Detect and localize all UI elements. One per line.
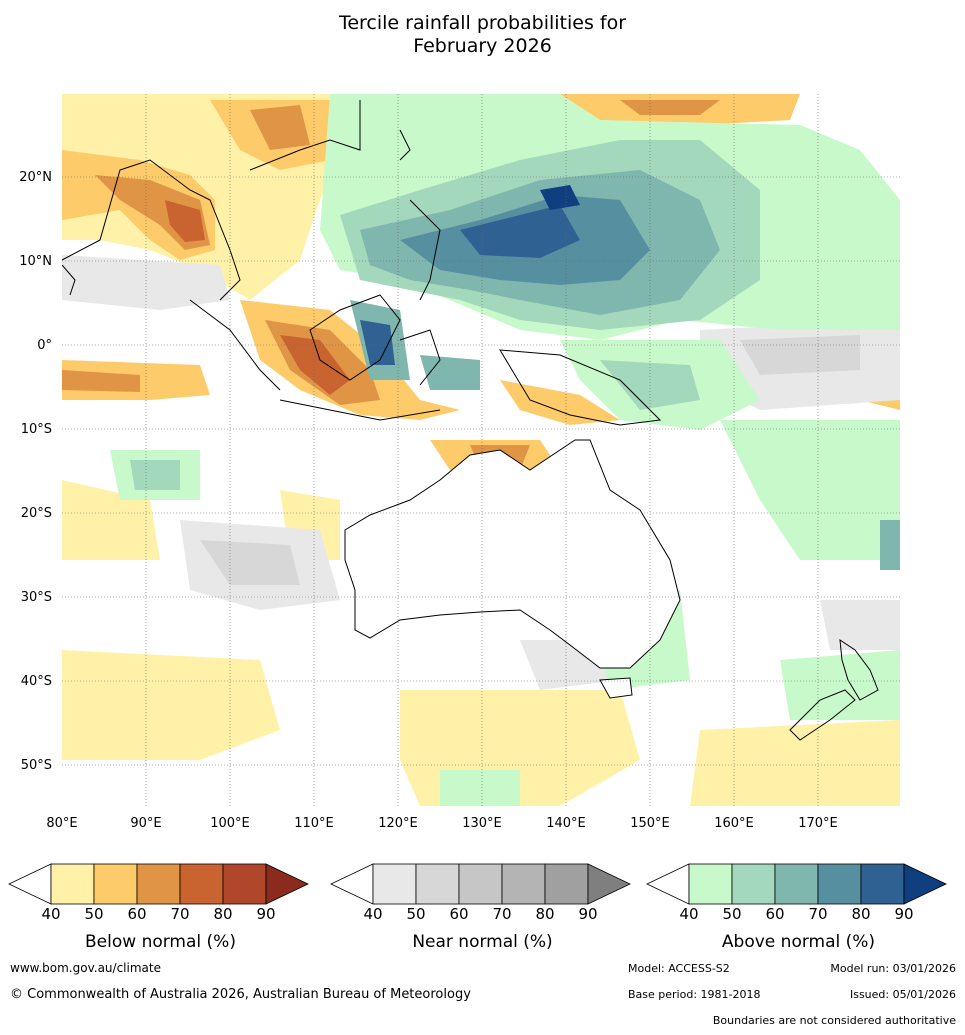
tercile-map: 20°N 10°N 0° 10°S 20°S 30°S 40°S 50°S 80… bbox=[19, 94, 900, 831]
colorbar-bin bbox=[415, 863, 460, 905]
colorbar-tick-label: 40 bbox=[41, 905, 60, 922]
colorbar-tick-label: 40 bbox=[679, 905, 698, 922]
lat-label: 10°S bbox=[21, 422, 52, 437]
lon-label: 90°E bbox=[130, 816, 161, 831]
colorbar-tick-label: 60 bbox=[449, 905, 468, 922]
below-normal-label: Below normal (%) bbox=[85, 932, 236, 952]
colorbar-extend-high bbox=[903, 863, 947, 905]
issued-text: Issued: 05/01/2026 bbox=[849, 988, 956, 1001]
colorbar-tick-label: 70 bbox=[170, 905, 189, 922]
colorbar-tick-label: 70 bbox=[808, 905, 827, 922]
colorbar-tick-label: 60 bbox=[127, 905, 146, 922]
colorbar-tick-label: 80 bbox=[851, 905, 870, 922]
model-run-text: Model run: 03/01/2026 bbox=[830, 962, 956, 975]
lon-label: 150°E bbox=[630, 816, 670, 831]
lat-label: 0° bbox=[37, 338, 52, 353]
near-normal-label: Near normal (%) bbox=[412, 932, 553, 952]
colorbar-bin bbox=[458, 863, 503, 905]
lon-label: 160°E bbox=[714, 816, 754, 831]
lat-label: 50°S bbox=[21, 758, 52, 773]
colorbar-tick-label: 40 bbox=[363, 905, 382, 922]
colorbar-bin bbox=[93, 863, 138, 905]
colorbar-extend-low bbox=[330, 863, 374, 905]
lat-label: 20°N bbox=[19, 170, 52, 185]
lon-label: 140°E bbox=[546, 816, 586, 831]
model-text: Model: ACCESS-S2 bbox=[628, 962, 730, 975]
colorbar-bin bbox=[501, 863, 546, 905]
colorbar-bin bbox=[372, 863, 417, 905]
colorbar-bin bbox=[774, 863, 819, 905]
chart-title-line1: Tercile rainfall probabilities for bbox=[338, 12, 627, 34]
colorbar-bin bbox=[544, 863, 589, 905]
colorbar-bin bbox=[731, 863, 776, 905]
lon-label: 130°E bbox=[462, 816, 502, 831]
colorbar-bin bbox=[50, 863, 95, 905]
lon-label: 110°E bbox=[294, 816, 334, 831]
above-normal-label: Above normal (%) bbox=[721, 932, 876, 952]
colorbar-near-normal: 40 50 60 70 80 90 bbox=[330, 863, 631, 922]
colorbar-extend-low bbox=[8, 863, 52, 905]
lon-label: 100°E bbox=[210, 816, 250, 831]
colorbar-extend-low bbox=[646, 863, 690, 905]
colorbar-tick-label: 50 bbox=[722, 905, 741, 922]
colorbar-extend-high bbox=[587, 863, 631, 905]
colorbar-bin bbox=[817, 863, 862, 905]
lon-label: 170°E bbox=[798, 816, 838, 831]
probability-fields bbox=[62, 94, 900, 806]
lon-label: 80°E bbox=[46, 816, 77, 831]
colorbar-bin bbox=[179, 863, 224, 905]
lat-label: 30°S bbox=[21, 590, 52, 605]
colorbar-bin bbox=[136, 863, 181, 905]
colorbar-bin bbox=[222, 863, 267, 905]
colorbar-above-normal: 40 50 60 70 80 90 bbox=[646, 863, 947, 922]
lon-labels: 80°E 90°E 100°E 110°E 120°E 130°E 140°E … bbox=[46, 816, 837, 831]
colorbar-tick-label: 50 bbox=[84, 905, 103, 922]
base-period-text: Base period: 1981-2018 bbox=[628, 988, 761, 1001]
colorbar-tick-label: 90 bbox=[578, 905, 597, 922]
lat-label: 20°S bbox=[21, 506, 52, 521]
website-link[interactable]: www.bom.gov.au/climate bbox=[10, 961, 161, 975]
colorbar-tick-label: 90 bbox=[894, 905, 913, 922]
colorbar-below-normal: 40 50 60 70 80 90 bbox=[8, 863, 309, 922]
colorbar-tick-label: 80 bbox=[535, 905, 554, 922]
colorbar-tick-label: 60 bbox=[765, 905, 784, 922]
colorbar-tick-label: 90 bbox=[256, 905, 275, 922]
colorbar-bin bbox=[688, 863, 733, 905]
colorbar-tick-label: 80 bbox=[213, 905, 232, 922]
colorbar-extend-high bbox=[265, 863, 309, 905]
chart-title-line2: February 2026 bbox=[413, 35, 552, 57]
lat-label: 40°S bbox=[21, 674, 52, 689]
lon-label: 120°E bbox=[378, 816, 418, 831]
disclaimer-text: Boundaries are not considered authoritat… bbox=[712, 1014, 956, 1027]
lat-label: 10°N bbox=[19, 254, 52, 269]
colorbar-tick-label: 70 bbox=[492, 905, 511, 922]
copyright-text: © Commonwealth of Australia 2026, Austra… bbox=[10, 987, 471, 1002]
colorbar-bin bbox=[860, 863, 905, 905]
colorbar-tick-label: 50 bbox=[406, 905, 425, 922]
lat-labels: 20°N 10°N 0° 10°S 20°S 30°S 40°S 50°S bbox=[19, 170, 52, 773]
